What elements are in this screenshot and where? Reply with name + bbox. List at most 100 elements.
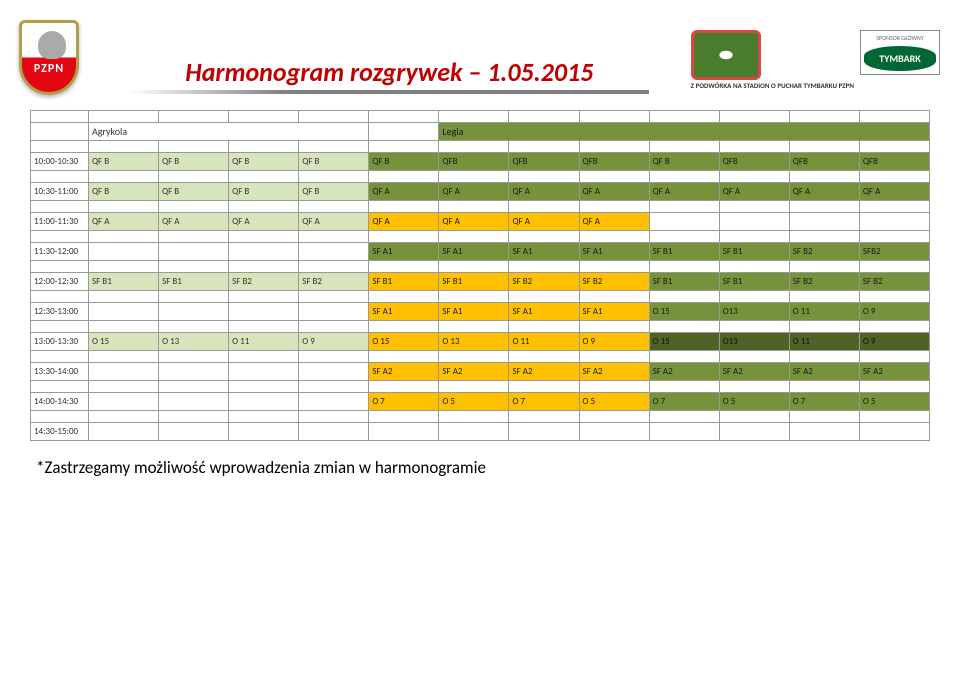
- schedule-cell: QFB: [439, 153, 509, 171]
- schedule-cell: QFB: [789, 153, 859, 171]
- schedule-cell: [719, 231, 789, 243]
- schedule-cell: [89, 111, 159, 123]
- schedule-cell: SF B2: [579, 273, 649, 291]
- schedule-cell: SFB2: [859, 243, 929, 261]
- schedule-cell: SF A1: [579, 243, 649, 261]
- schedule-cell: [369, 321, 439, 333]
- footnote: *Zastrzegamy możliwość wprowadzenia zmia…: [0, 441, 960, 478]
- schedule-cell: O 15: [649, 303, 719, 321]
- schedule-cell: SF A1: [369, 243, 439, 261]
- schedule-cell: SF A1: [509, 303, 579, 321]
- schedule-cell: [31, 321, 89, 333]
- title-underline: [129, 90, 649, 94]
- schedule-cell: QF B: [229, 153, 299, 171]
- schedule-cell: SF A2: [509, 363, 579, 381]
- schedule-cell: [89, 393, 159, 411]
- schedule-cell: [299, 201, 369, 213]
- schedule-cell: SF A1: [439, 243, 509, 261]
- schedule-cell: QF B: [229, 183, 299, 201]
- schedule-cell: [31, 201, 89, 213]
- schedule-cell: [229, 411, 299, 423]
- schedule-cell: [719, 111, 789, 123]
- schedule-cell: [859, 111, 929, 123]
- schedule-cell: SF B1: [719, 243, 789, 261]
- schedule-cell: [859, 351, 929, 363]
- schedule-cell: [369, 111, 439, 123]
- schedule-cell: [299, 351, 369, 363]
- schedule-cell: SF B2: [299, 273, 369, 291]
- schedule-cell: [719, 351, 789, 363]
- schedule-cell: [719, 291, 789, 303]
- schedule-cell: QF A: [229, 213, 299, 231]
- schedule-cell: [89, 321, 159, 333]
- schedule-cell: [719, 261, 789, 273]
- pzpn-logo: PZPN: [10, 15, 88, 105]
- schedule-cell: [789, 141, 859, 153]
- schedule-cell: QF B: [89, 153, 159, 171]
- schedule-cell: [509, 201, 579, 213]
- schedule-cell: [229, 171, 299, 183]
- sponsor-logos: Z PODWÓRKA NA STADION O PUCHAR TYMBARKU …: [691, 30, 940, 90]
- schedule-cell: [649, 261, 719, 273]
- time-cell: 10:00-10:30: [31, 153, 89, 171]
- schedule-cell: [369, 423, 439, 441]
- schedule-cell: [299, 381, 369, 393]
- schedule-cell: [369, 141, 439, 153]
- schedule-cell: QF B: [299, 153, 369, 171]
- schedule-cell: [31, 411, 89, 423]
- schedule-cell: [649, 141, 719, 153]
- schedule-cell: [229, 261, 299, 273]
- time-cell: 14:00-14:30: [31, 393, 89, 411]
- schedule-cell: [299, 363, 369, 381]
- schedule-cell: [439, 411, 509, 423]
- schedule-cell: [229, 201, 299, 213]
- schedule-cell: [579, 321, 649, 333]
- schedule-cell: [649, 351, 719, 363]
- schedule-cell: [579, 423, 649, 441]
- schedule-cell: SF A2: [719, 363, 789, 381]
- schedule-cell: O 7: [789, 393, 859, 411]
- time-cell: 11:00-11:30: [31, 213, 89, 231]
- schedule-cell: [649, 411, 719, 423]
- schedule-cell: [159, 393, 229, 411]
- schedule-cell: SF B1: [89, 273, 159, 291]
- schedule-cell: [509, 141, 579, 153]
- schedule-cell: [509, 381, 579, 393]
- schedule-cell: [789, 423, 859, 441]
- schedule-cell: [89, 303, 159, 321]
- schedule-cell: [229, 381, 299, 393]
- schedule-cell: [229, 231, 299, 243]
- time-cell: 12:30-13:00: [31, 303, 89, 321]
- eagle-icon: [38, 31, 66, 59]
- schedule-cell: QF A: [859, 183, 929, 201]
- schedule-cell: [509, 291, 579, 303]
- schedule-cell: [509, 351, 579, 363]
- schedule-cell: QF A: [789, 183, 859, 201]
- schedule-cell: [719, 423, 789, 441]
- schedule-cell: O 11: [789, 303, 859, 321]
- venue-left: Agrykola: [89, 123, 369, 141]
- schedule-cell: QF B: [369, 153, 439, 171]
- schedule-cell: [439, 261, 509, 273]
- schedule-cell: QF A: [579, 213, 649, 231]
- time-cell: 14:30-15:00: [31, 423, 89, 441]
- schedule-cell: O 9: [859, 303, 929, 321]
- schedule-cell: [369, 261, 439, 273]
- schedule-cell: [229, 351, 299, 363]
- schedule-cell: [89, 411, 159, 423]
- sponsor-label: SPONSOR GŁÓWNY: [864, 34, 936, 42]
- schedule-cell: SF A2: [369, 363, 439, 381]
- schedule-cell: O 9: [579, 333, 649, 351]
- schedule-cell: [89, 171, 159, 183]
- schedule-cell: O13: [719, 333, 789, 351]
- schedule-cell: [31, 111, 89, 123]
- schedule-cell: [31, 291, 89, 303]
- schedule-cell: [299, 231, 369, 243]
- schedule-cell: [229, 321, 299, 333]
- schedule-cell: [159, 243, 229, 261]
- schedule-cell: [509, 171, 579, 183]
- schedule-cell: [369, 291, 439, 303]
- schedule-cell: [439, 291, 509, 303]
- schedule-cell: [229, 243, 299, 261]
- pzpn-text: PZPN: [22, 62, 76, 76]
